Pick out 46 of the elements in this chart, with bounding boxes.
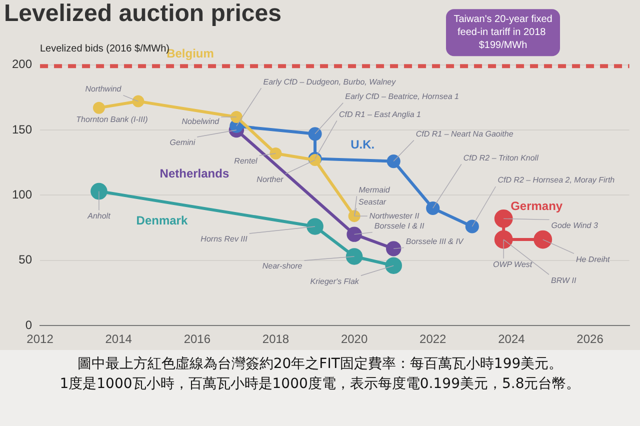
y-tick-label: 0: [25, 318, 32, 332]
annotation: He Dreiht: [576, 254, 611, 264]
annotation: Anholt: [86, 212, 112, 221]
annotation: CfD R2 – Triton Knoll: [463, 153, 539, 162]
annotation: Gemini: [170, 138, 196, 148]
annotation: Gode Wind 3: [551, 220, 598, 230]
text: Netherlands: [160, 166, 230, 180]
annotation: Horns Rev III: [200, 234, 248, 244]
x-tick-label: 2018: [262, 332, 290, 346]
annotation: Borssele III & IV: [406, 236, 464, 246]
x-tick-label: 2016: [184, 332, 211, 346]
annotation: CfD R1 – Neart Na Gaoithe: [416, 130, 514, 139]
y-tick-label: 150: [12, 122, 32, 136]
chart-title: Levelized auction prices: [4, 0, 282, 28]
annotation: CfD R1 – East Anglia 1: [339, 110, 422, 119]
ref-line-label: Taiwan's 20-year fixed feed-in tariff in 2018 $199/MWh: [454, 14, 552, 51]
series-label: Germany: [510, 198, 563, 213]
annotation: OWP West: [493, 260, 533, 269]
annotation: Northwind: [85, 84, 122, 94]
annotation: Krieger's Flak: [310, 276, 360, 286]
annotation: Northwester II: [369, 211, 420, 220]
annotation: Mermaid: [358, 185, 390, 194]
x-tick-label: 2026: [576, 332, 604, 346]
annotation: Seastar: [358, 197, 386, 206]
series-label: U.K.: [350, 138, 375, 152]
x-tick-label: 2022: [420, 332, 447, 346]
text: 1度是1000瓦小時，百萬瓦小時是1000度電，表示每度電0.199美元，5.8元台幣。: [58, 375, 582, 394]
annotation: Near-shore: [262, 262, 303, 271]
annotation: CfD R2 – Hornsea 2, Moray Firth: [498, 176, 616, 185]
y-tick-label: 100: [12, 188, 32, 202]
annotation: Borssele I & II: [374, 222, 425, 231]
annotation: Thornton Bank (I-III): [76, 115, 148, 124]
y-tick-label: 200: [12, 57, 32, 72]
x-tick-label: 2020: [340, 332, 368, 346]
annotation: Norther: [256, 175, 284, 184]
annotation: Rentel: [234, 156, 258, 166]
x-tick-label: 2024: [498, 332, 526, 346]
annotation: Early CfD – Dudgeon, Burbo, Walney: [263, 77, 397, 86]
y-tick-label: 50: [18, 252, 32, 267]
x-tick-label: 2014: [105, 332, 132, 346]
annotation: BRW II: [550, 276, 577, 285]
series-label: Denmark: [136, 214, 188, 228]
annotation: Early CfD – Beatrice, Hornsea 1: [345, 92, 459, 102]
annotation: Nobelwind: [182, 117, 220, 126]
text: 圖中最上方紅色虛線為台灣簽約20年之FIT固定費率：每百萬瓦小時199美元。: [76, 355, 564, 374]
x-tick-label: 2012: [26, 332, 54, 346]
